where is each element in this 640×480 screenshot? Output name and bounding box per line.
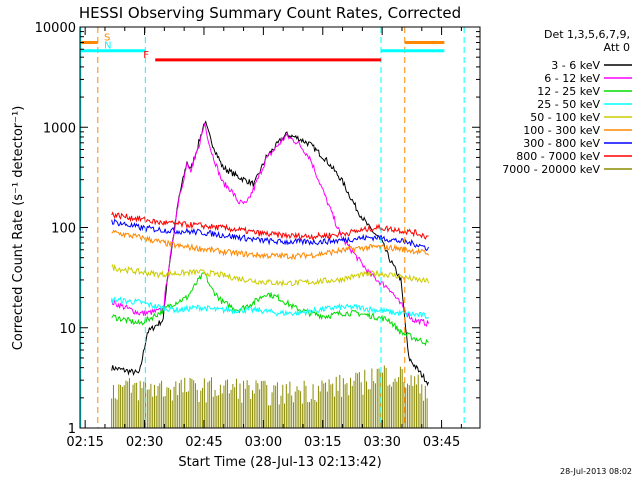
series-line-300-800-kev bbox=[111, 218, 429, 252]
legend-header-line-2: Att 0 bbox=[604, 41, 630, 54]
legend-label: 25 - 50 keV bbox=[537, 98, 600, 111]
legend-label: 6 - 12 keV bbox=[544, 72, 600, 85]
legend-entry: 25 - 50 keV bbox=[537, 98, 632, 111]
legend-label: 300 - 800 keV bbox=[523, 137, 600, 150]
x-tick-label: 02:15 bbox=[66, 435, 103, 450]
legend-entry: 100 - 300 keV bbox=[523, 124, 632, 137]
y-axis-label: Corrected Count Rate (s⁻¹ detector⁻¹) bbox=[11, 106, 26, 351]
chart-title: HESSI Observing Summary Count Rates, Cor… bbox=[79, 4, 461, 22]
legend-header-line-1: Det 1,3,5,6,7,9, bbox=[544, 28, 630, 41]
legend-entry: 50 - 100 keV bbox=[530, 111, 632, 124]
x-tick-label: 03:15 bbox=[304, 435, 341, 450]
y-tick-label: 10 bbox=[59, 322, 76, 337]
legend-entry: 12 - 25 keV bbox=[537, 85, 632, 98]
x-tick-label: 03:00 bbox=[245, 435, 282, 450]
x-tick-label: 03:30 bbox=[363, 435, 400, 450]
legend-label: 50 - 100 keV bbox=[530, 111, 600, 124]
render-timestamp: 28-Jul-2013 08:02 bbox=[560, 467, 632, 476]
y-tick-label: 100 bbox=[51, 222, 76, 237]
x-tick-label: 02:45 bbox=[185, 435, 222, 450]
x-axis-ticks: 02:15 02:30 02:45 03:00 03:15 03:30 03:45 bbox=[66, 27, 462, 450]
legend-label: 3 - 6 keV bbox=[551, 59, 600, 72]
legend-label: 7000 - 20000 keV bbox=[502, 163, 600, 176]
marker-n-label: N bbox=[104, 41, 111, 52]
marker-s-label: S bbox=[104, 33, 110, 44]
legend-entry: 800 - 7000 keV bbox=[516, 150, 632, 163]
series-line-6-12-kev bbox=[111, 122, 429, 327]
series-line-25-50-kev bbox=[111, 296, 429, 320]
y-axis-ticks: 1 10 100 1000 10000 bbox=[35, 21, 480, 437]
y-tick-label: 1000 bbox=[43, 121, 76, 136]
x-tick-label: 02:30 bbox=[126, 435, 163, 450]
legend-entry: 3 - 6 keV bbox=[551, 59, 632, 72]
legend-entry: 300 - 800 keV bbox=[523, 137, 632, 150]
legend-entry: 7000 - 20000 keV bbox=[502, 163, 632, 176]
legend-label: 800 - 7000 keV bbox=[516, 150, 600, 163]
series-line-800-7000-kev bbox=[111, 211, 429, 241]
marker-f-label: F bbox=[143, 50, 149, 61]
legend-entry: 6 - 12 keV bbox=[544, 72, 632, 85]
plot-area: SN F bbox=[80, 27, 465, 428]
x-axis-label: Start Time (28-Jul-13 02:13:42) bbox=[178, 455, 381, 470]
y-tick-label: 1 bbox=[68, 422, 76, 437]
legend-label: 12 - 25 keV bbox=[537, 85, 600, 98]
legend-label: 100 - 300 keV bbox=[523, 124, 600, 137]
y-tick-label: 10000 bbox=[35, 21, 76, 36]
series-7000-20000-kev bbox=[111, 365, 428, 428]
x-tick-label: 03:45 bbox=[423, 435, 460, 450]
series-line-50-100-kev bbox=[111, 263, 429, 288]
series-line-100-300-kev bbox=[111, 229, 429, 261]
